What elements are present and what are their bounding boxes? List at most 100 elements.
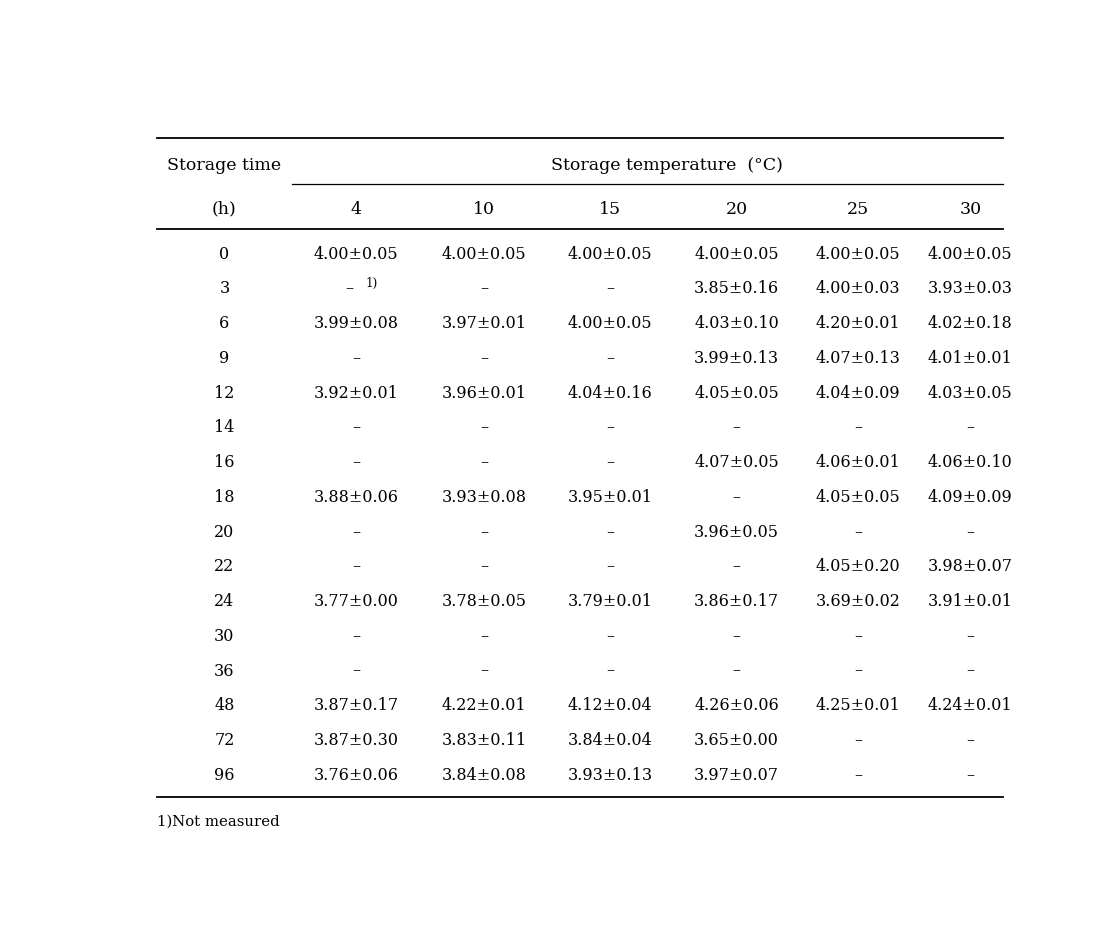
Text: 36: 36 bbox=[214, 663, 235, 680]
Text: –: – bbox=[733, 628, 741, 645]
Text: 3.98±0.07: 3.98±0.07 bbox=[928, 558, 1013, 575]
Text: 12: 12 bbox=[214, 384, 235, 401]
Text: –: – bbox=[854, 419, 863, 436]
Text: 3.86±0.17: 3.86±0.17 bbox=[694, 593, 779, 610]
Text: 4.00±0.05: 4.00±0.05 bbox=[928, 245, 1013, 262]
Text: –: – bbox=[606, 628, 614, 645]
Text: –: – bbox=[351, 419, 360, 436]
Text: 3.93±0.13: 3.93±0.13 bbox=[567, 767, 652, 784]
Text: 1)Not measured: 1)Not measured bbox=[157, 815, 280, 829]
Text: 4.00±0.05: 4.00±0.05 bbox=[568, 315, 652, 332]
Text: 0: 0 bbox=[219, 245, 229, 262]
Text: 22: 22 bbox=[215, 558, 235, 575]
Text: 4.03±0.10: 4.03±0.10 bbox=[694, 315, 779, 332]
Text: 3.95±0.01: 3.95±0.01 bbox=[567, 489, 652, 506]
Text: –: – bbox=[966, 628, 975, 645]
Text: 3.84±0.08: 3.84±0.08 bbox=[442, 767, 527, 784]
Text: 4.02±0.18: 4.02±0.18 bbox=[928, 315, 1013, 332]
Text: 14: 14 bbox=[214, 419, 235, 436]
Text: 3.93±0.03: 3.93±0.03 bbox=[928, 280, 1013, 297]
Text: 3.93±0.08: 3.93±0.08 bbox=[442, 489, 527, 506]
Text: –: – bbox=[966, 767, 975, 784]
Text: 4.05±0.05: 4.05±0.05 bbox=[694, 384, 779, 401]
Text: 3.76±0.06: 3.76±0.06 bbox=[313, 767, 398, 784]
Text: –: – bbox=[606, 558, 614, 575]
Text: –: – bbox=[966, 732, 975, 749]
Text: 4.01±0.01: 4.01±0.01 bbox=[928, 350, 1013, 367]
Text: 4.12±0.04: 4.12±0.04 bbox=[568, 697, 652, 714]
Text: –: – bbox=[606, 663, 614, 680]
Text: 3.96±0.05: 3.96±0.05 bbox=[694, 524, 779, 540]
Text: 10: 10 bbox=[473, 200, 496, 217]
Text: 3.65±0.00: 3.65±0.00 bbox=[694, 732, 779, 749]
Text: 4.09±0.09: 4.09±0.09 bbox=[928, 489, 1013, 506]
Text: 4.26±0.06: 4.26±0.06 bbox=[694, 697, 779, 714]
Text: 4.04±0.16: 4.04±0.16 bbox=[568, 384, 652, 401]
Text: –: – bbox=[351, 628, 360, 645]
Text: 16: 16 bbox=[214, 454, 235, 471]
Text: 4.00±0.05: 4.00±0.05 bbox=[694, 245, 779, 262]
Text: –: – bbox=[966, 419, 975, 436]
Text: 4.00±0.05: 4.00±0.05 bbox=[313, 245, 398, 262]
Text: 3.97±0.07: 3.97±0.07 bbox=[694, 767, 779, 784]
Text: –: – bbox=[606, 524, 614, 540]
Text: 3: 3 bbox=[219, 280, 229, 297]
Text: 4.07±0.13: 4.07±0.13 bbox=[816, 350, 901, 367]
Text: –: – bbox=[351, 663, 360, 680]
Text: –: – bbox=[480, 663, 488, 680]
Text: Storage temperature  (°C): Storage temperature (°C) bbox=[552, 157, 783, 175]
Text: 4.05±0.05: 4.05±0.05 bbox=[816, 489, 901, 506]
Text: –: – bbox=[733, 558, 741, 575]
Text: 3.77±0.00: 3.77±0.00 bbox=[313, 593, 398, 610]
Text: 3.79±0.01: 3.79±0.01 bbox=[567, 593, 652, 610]
Text: 3.96±0.01: 3.96±0.01 bbox=[442, 384, 527, 401]
Text: 4.06±0.10: 4.06±0.10 bbox=[928, 454, 1013, 471]
Text: 3.78±0.05: 3.78±0.05 bbox=[442, 593, 527, 610]
Text: –: – bbox=[480, 419, 488, 436]
Text: 72: 72 bbox=[214, 732, 235, 749]
Text: 4.24±0.01: 4.24±0.01 bbox=[928, 697, 1013, 714]
Text: 25: 25 bbox=[847, 200, 869, 217]
Text: 30: 30 bbox=[214, 628, 235, 645]
Text: –: – bbox=[480, 350, 488, 367]
Text: 30: 30 bbox=[959, 200, 981, 217]
Text: 4.00±0.03: 4.00±0.03 bbox=[816, 280, 901, 297]
Text: –: – bbox=[351, 524, 360, 540]
Text: 4.07±0.05: 4.07±0.05 bbox=[694, 454, 779, 471]
Text: 3.92±0.01: 3.92±0.01 bbox=[313, 384, 398, 401]
Text: –: – bbox=[480, 628, 488, 645]
Text: 4.00±0.05: 4.00±0.05 bbox=[816, 245, 901, 262]
Text: 3.97±0.01: 3.97±0.01 bbox=[442, 315, 527, 332]
Text: –: – bbox=[733, 489, 741, 506]
Text: 3.99±0.08: 3.99±0.08 bbox=[313, 315, 398, 332]
Text: 4.04±0.09: 4.04±0.09 bbox=[816, 384, 901, 401]
Text: 3.91±0.01: 3.91±0.01 bbox=[928, 593, 1013, 610]
Text: –: – bbox=[480, 280, 488, 297]
Text: 20: 20 bbox=[725, 200, 747, 217]
Text: –: – bbox=[345, 280, 352, 297]
Text: –: – bbox=[351, 454, 360, 471]
Text: –: – bbox=[480, 524, 488, 540]
Text: –: – bbox=[606, 419, 614, 436]
Text: 9: 9 bbox=[219, 350, 229, 367]
Text: –: – bbox=[480, 454, 488, 471]
Text: –: – bbox=[854, 663, 863, 680]
Text: 4.25±0.01: 4.25±0.01 bbox=[816, 697, 901, 714]
Text: 3.87±0.30: 3.87±0.30 bbox=[313, 732, 398, 749]
Text: (h): (h) bbox=[213, 200, 237, 217]
Text: –: – bbox=[733, 663, 741, 680]
Text: –: – bbox=[480, 558, 488, 575]
Text: –: – bbox=[966, 524, 975, 540]
Text: 4.00±0.05: 4.00±0.05 bbox=[568, 245, 652, 262]
Text: –: – bbox=[854, 524, 863, 540]
Text: 4.22±0.01: 4.22±0.01 bbox=[442, 697, 526, 714]
Text: 1): 1) bbox=[365, 277, 377, 290]
Text: 3.69±0.02: 3.69±0.02 bbox=[816, 593, 901, 610]
Text: –: – bbox=[606, 350, 614, 367]
Text: 6: 6 bbox=[219, 315, 229, 332]
Text: 3.99±0.13: 3.99±0.13 bbox=[694, 350, 779, 367]
Text: 4.03±0.05: 4.03±0.05 bbox=[928, 384, 1013, 401]
Text: –: – bbox=[733, 419, 741, 436]
Text: –: – bbox=[966, 663, 975, 680]
Text: 3.85±0.16: 3.85±0.16 bbox=[694, 280, 779, 297]
